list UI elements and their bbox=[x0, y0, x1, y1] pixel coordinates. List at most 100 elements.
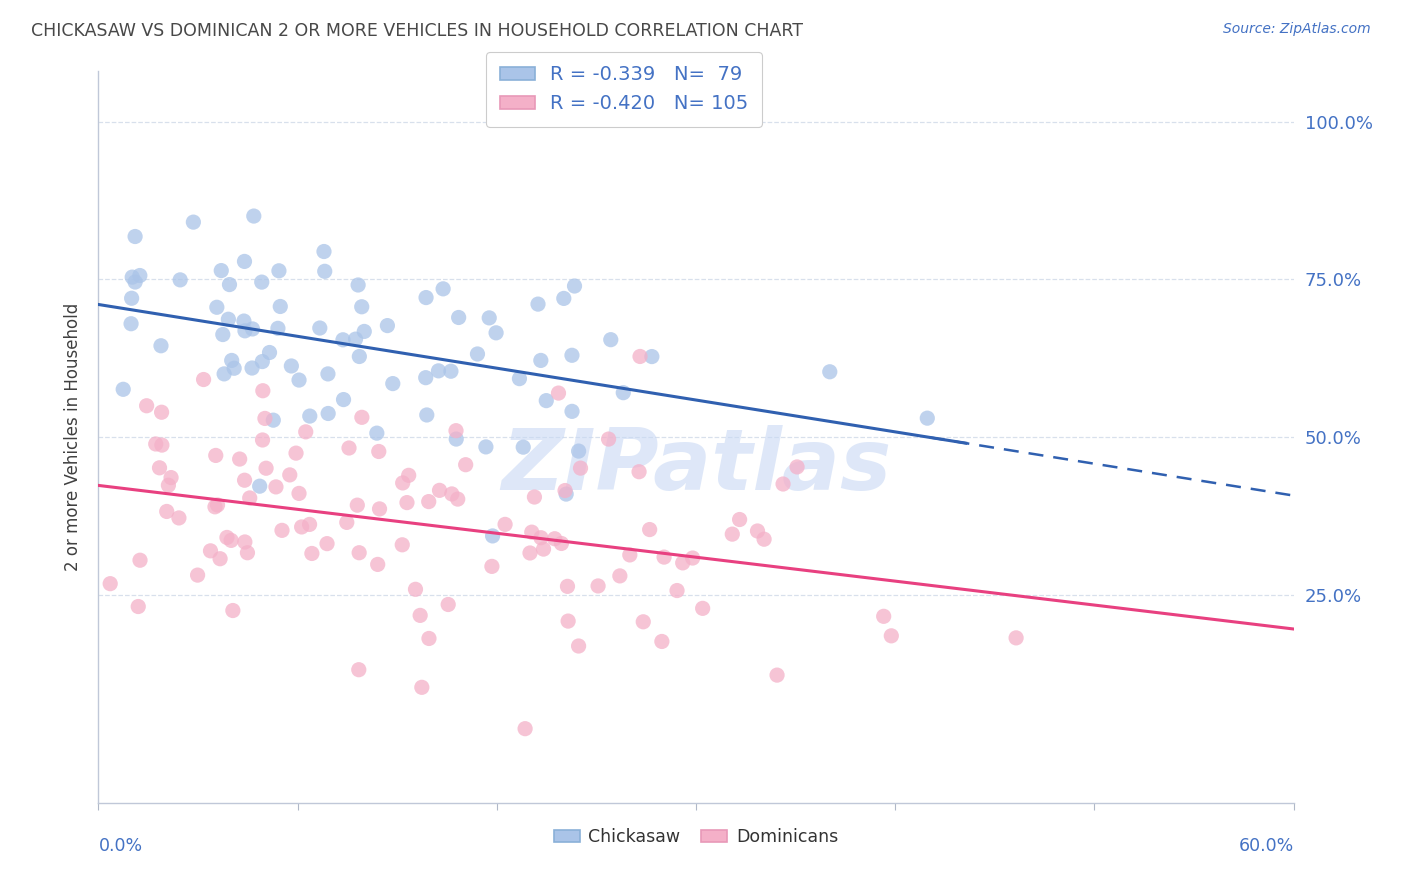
Point bbox=[264, 480, 287, 494]
Point bbox=[218, 277, 240, 292]
Point bbox=[1005, 631, 1028, 645]
Point bbox=[416, 408, 439, 422]
Point bbox=[211, 327, 233, 342]
Point bbox=[243, 209, 266, 223]
Point bbox=[242, 322, 264, 336]
Point bbox=[544, 532, 567, 546]
Point bbox=[252, 384, 274, 398]
Point bbox=[519, 546, 541, 560]
Point bbox=[128, 268, 150, 283]
Point bbox=[219, 533, 242, 548]
Point bbox=[692, 601, 714, 615]
Point bbox=[557, 579, 579, 593]
Point bbox=[259, 345, 281, 359]
Point bbox=[267, 321, 290, 335]
Point bbox=[395, 495, 418, 509]
Point bbox=[494, 517, 516, 532]
Point bbox=[280, 359, 302, 373]
Point bbox=[527, 297, 550, 311]
Point bbox=[772, 477, 794, 491]
Point bbox=[752, 532, 775, 546]
Point bbox=[481, 559, 503, 574]
Point bbox=[253, 411, 276, 425]
Point bbox=[294, 425, 316, 439]
Point bbox=[633, 615, 655, 629]
Point bbox=[205, 300, 228, 314]
Text: 0.0%: 0.0% bbox=[98, 838, 142, 855]
Point bbox=[249, 479, 271, 493]
Point bbox=[98, 576, 121, 591]
Point bbox=[112, 382, 135, 396]
Point bbox=[236, 546, 259, 560]
Point bbox=[641, 350, 664, 364]
Point bbox=[298, 409, 321, 423]
Point bbox=[569, 461, 592, 475]
Point bbox=[391, 475, 413, 490]
Point bbox=[652, 550, 675, 565]
Point bbox=[440, 487, 463, 501]
Point bbox=[332, 333, 354, 347]
Point bbox=[628, 350, 651, 364]
Point bbox=[350, 300, 373, 314]
Point bbox=[252, 433, 274, 447]
Point bbox=[432, 282, 454, 296]
Point bbox=[135, 399, 157, 413]
Point bbox=[150, 438, 173, 452]
Point bbox=[336, 516, 359, 530]
Point bbox=[350, 410, 373, 425]
Point bbox=[157, 478, 180, 492]
Point bbox=[291, 520, 314, 534]
Point bbox=[332, 392, 354, 407]
Point bbox=[568, 444, 591, 458]
Point bbox=[381, 376, 404, 391]
Point bbox=[880, 629, 903, 643]
Point bbox=[200, 544, 222, 558]
Point bbox=[240, 361, 263, 376]
Point bbox=[314, 264, 336, 278]
Point bbox=[598, 432, 620, 446]
Point bbox=[415, 291, 437, 305]
Point bbox=[553, 292, 575, 306]
Point bbox=[346, 498, 368, 512]
Point bbox=[409, 608, 432, 623]
Point bbox=[167, 511, 190, 525]
Point bbox=[377, 318, 399, 333]
Point bbox=[599, 333, 621, 347]
Point bbox=[267, 264, 290, 278]
Point bbox=[638, 523, 661, 537]
Point bbox=[366, 426, 388, 441]
Point bbox=[120, 317, 142, 331]
Point bbox=[485, 326, 508, 340]
Point bbox=[207, 498, 229, 512]
Point bbox=[508, 371, 530, 385]
Text: 60.0%: 60.0% bbox=[1239, 838, 1294, 855]
Point bbox=[467, 347, 489, 361]
Point bbox=[530, 531, 553, 545]
Point bbox=[212, 367, 235, 381]
Point bbox=[312, 244, 335, 259]
Point bbox=[367, 444, 389, 458]
Point bbox=[233, 324, 256, 338]
Point bbox=[250, 275, 273, 289]
Point bbox=[415, 370, 437, 384]
Point bbox=[278, 467, 301, 482]
Point bbox=[262, 413, 284, 427]
Point bbox=[520, 525, 543, 540]
Point bbox=[666, 583, 689, 598]
Point bbox=[447, 310, 470, 325]
Point bbox=[224, 361, 246, 376]
Point bbox=[411, 681, 433, 695]
Point bbox=[288, 373, 311, 387]
Point bbox=[651, 634, 673, 648]
Text: ZIPatlas: ZIPatlas bbox=[501, 425, 891, 508]
Point bbox=[444, 432, 467, 446]
Point bbox=[447, 492, 470, 507]
Point bbox=[209, 551, 232, 566]
Point bbox=[337, 441, 360, 455]
Point bbox=[612, 385, 634, 400]
Legend: Chickasaw, Dominicans: Chickasaw, Dominicans bbox=[547, 821, 845, 853]
Point bbox=[316, 407, 339, 421]
Point bbox=[349, 350, 371, 364]
Point bbox=[121, 291, 143, 305]
Point bbox=[193, 372, 215, 386]
